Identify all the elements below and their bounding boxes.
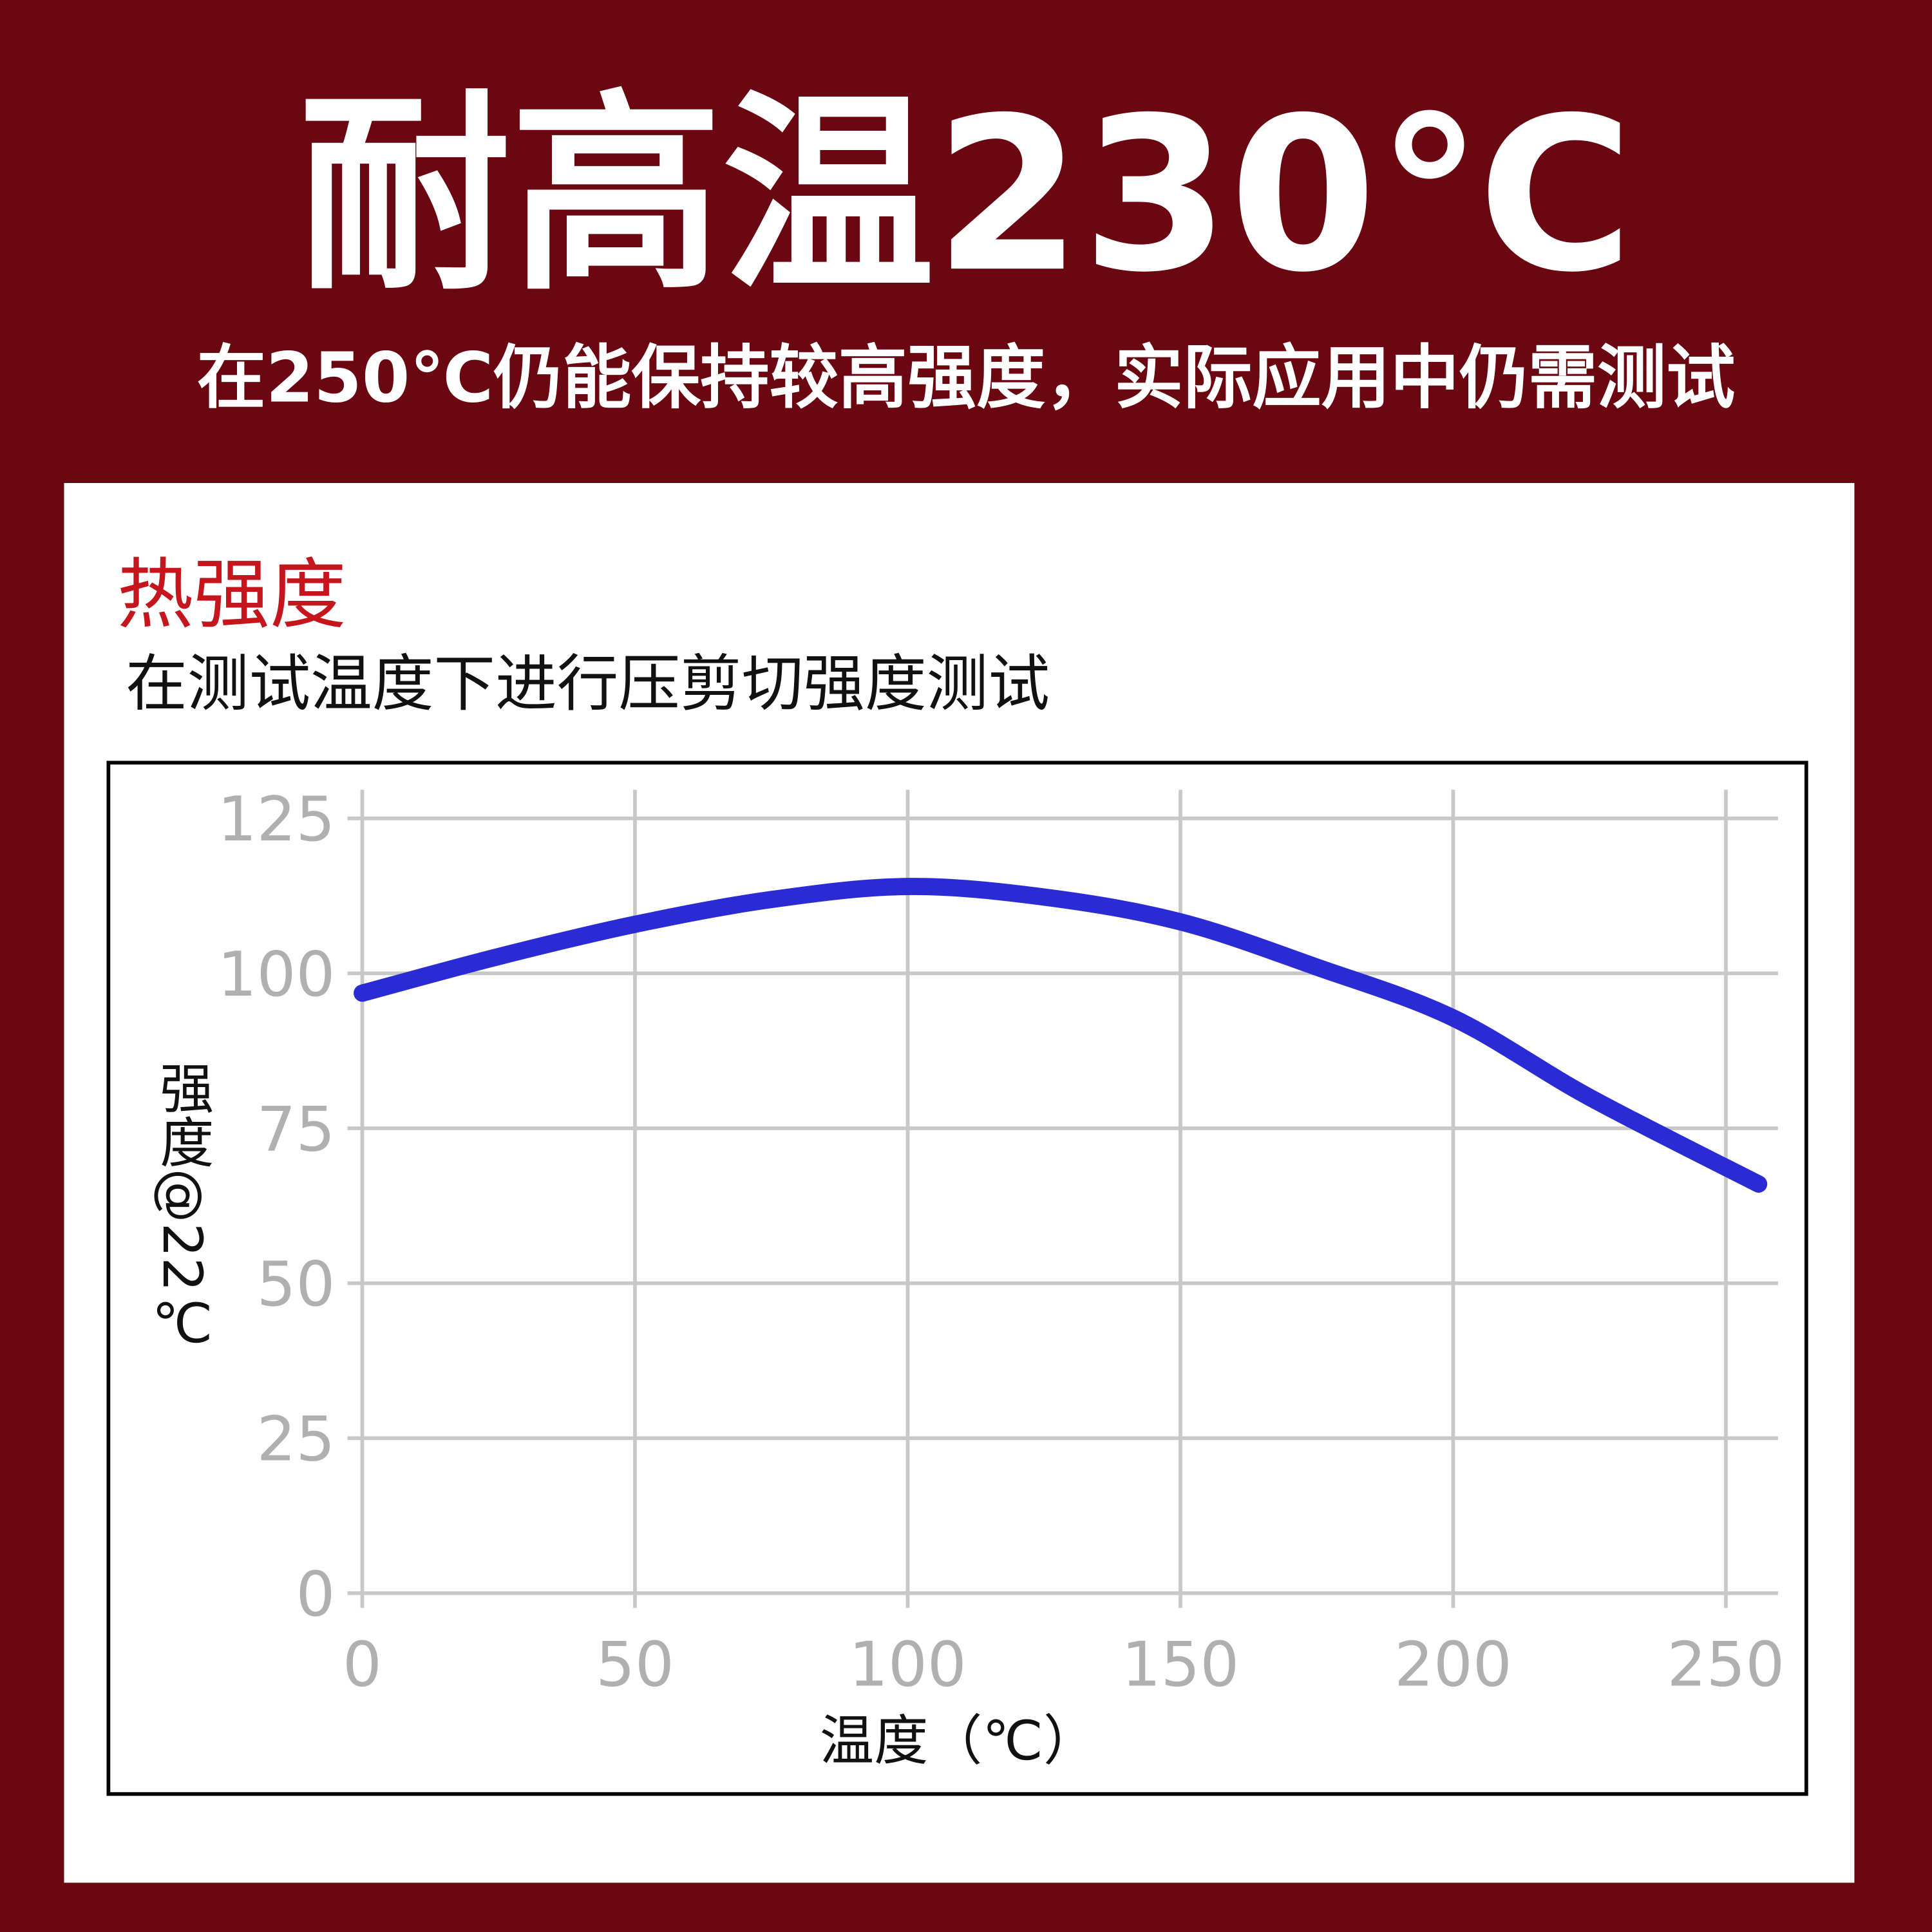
y-axis-label: 强度@22℃ bbox=[151, 1060, 214, 1355]
plot-frame bbox=[106, 761, 1808, 1796]
x-tick-label: 200 bbox=[1394, 1628, 1512, 1700]
x-axis-label: 温度（℃） bbox=[820, 1709, 1097, 1772]
x-tick-label: 100 bbox=[849, 1628, 967, 1700]
line-series bbox=[354, 878, 1768, 1193]
chart-title: 热强度 bbox=[117, 550, 346, 639]
y-tick-label: 75 bbox=[257, 1093, 336, 1165]
sub-headline: 在250℃仍能保持较高强度，实际应用中仍需测试 bbox=[197, 339, 1736, 419]
x-tick-label: 0 bbox=[343, 1628, 382, 1700]
x-tick-label: 50 bbox=[596, 1628, 674, 1700]
x-tick-label: 250 bbox=[1667, 1628, 1785, 1700]
chart-subtitle: 在测试温度下进行压剪切强度测试 bbox=[126, 647, 1050, 719]
x-tick-label: 150 bbox=[1122, 1628, 1240, 1700]
headline: 耐高温230℃ bbox=[299, 72, 1634, 319]
y-tick-label: 100 bbox=[218, 938, 336, 1010]
y-tick-label: 125 bbox=[218, 783, 336, 855]
y-tick-label: 50 bbox=[257, 1248, 336, 1320]
y-tick-label: 0 bbox=[296, 1558, 336, 1630]
y-tick-label: 25 bbox=[257, 1403, 336, 1475]
